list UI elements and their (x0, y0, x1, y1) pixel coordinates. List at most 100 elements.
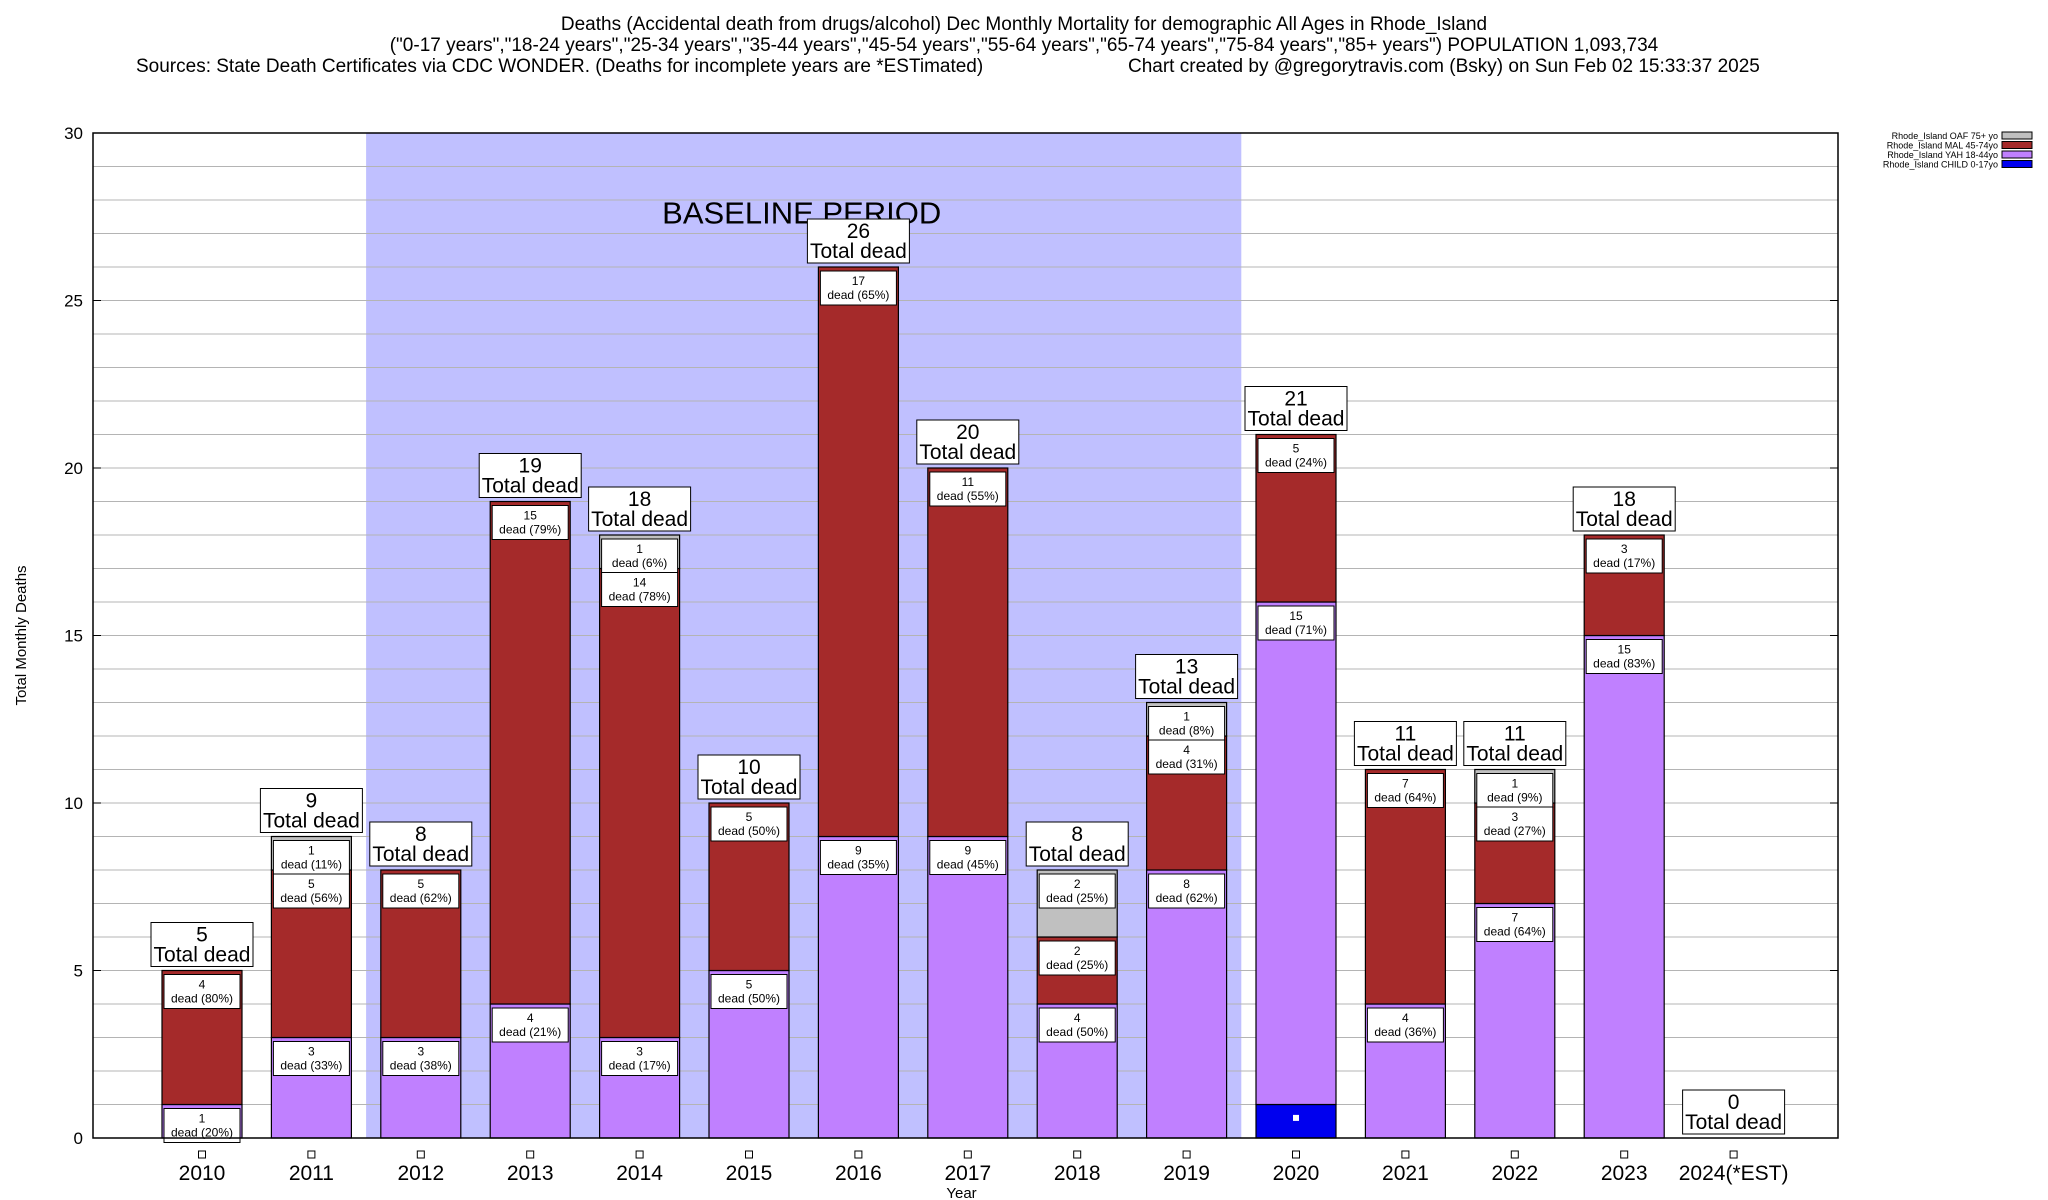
segment-label-count: 4 (1183, 743, 1190, 757)
segment-label-box (272, 1041, 350, 1076)
segment-label-count: 5 (746, 810, 753, 824)
total-label-text: Total dead (154, 944, 251, 967)
x-tick-label: 2012 (397, 1162, 444, 1185)
segment-label-box (1476, 806, 1554, 842)
segment-label-count: 5 (308, 877, 315, 891)
bar-segment-mal (489, 500, 571, 1005)
segment-label-percent: dead (17%) (1593, 556, 1655, 570)
segment-label-percent: dead (50%) (718, 992, 780, 1006)
segment-label-count: 9 (855, 844, 862, 858)
segment-label-box (601, 1041, 679, 1076)
total-label-text: Total dead (1029, 843, 1126, 866)
total-label-box (916, 419, 1020, 465)
bar-segment-yah (1255, 601, 1337, 1106)
total-label-text: Total dead (701, 776, 798, 799)
segment-label-percent: dead (45%) (937, 858, 999, 872)
total-label-text: Total dead (482, 475, 579, 498)
total-label-box (1135, 654, 1239, 699)
segment-label-count: 15 (1289, 609, 1303, 623)
segment-label-percent: dead (8%) (1159, 724, 1214, 738)
segment-label-count: 3 (308, 1045, 315, 1059)
total-label-box (806, 218, 910, 264)
legend-label: Rhode_Island OAF 75+ yo (1892, 131, 1998, 141)
segment-label-percent: dead (38%) (390, 1059, 452, 1073)
segment-label-percent: dead (9%) (1487, 791, 1542, 805)
segment-label-box (1585, 538, 1663, 574)
total-label-text: Total dead (591, 508, 688, 531)
total-label-text: Total dead (1248, 408, 1345, 431)
segment-label-box (382, 1041, 460, 1076)
segment-label-percent: dead (21%) (499, 1025, 561, 1039)
total-label-count: 9 (306, 790, 318, 813)
segment-label-percent: dead (6%) (612, 556, 667, 570)
segment-label-count: 2 (1074, 877, 1081, 891)
segment-label-percent: dead (78%) (609, 590, 671, 604)
segment-label-count: 1 (636, 542, 643, 556)
x-tick-marker (198, 1150, 206, 1159)
total-label-text: Total dead (263, 810, 360, 833)
x-tick-marker (416, 1150, 425, 1159)
segment-label-count: 5 (1293, 442, 1300, 456)
total-label-box (478, 453, 582, 498)
bar-segment-yah (1583, 634, 1665, 1139)
segment-label-count: 3 (1511, 810, 1518, 824)
segment-label-percent: dead (25%) (1046, 958, 1108, 972)
segment-label-box (601, 572, 679, 607)
x-tick-label: 2023 (1601, 1162, 1648, 1185)
segment-label-box (491, 1007, 569, 1043)
bar-segment-yah (1474, 902, 1556, 1139)
segment-label-count: 4 (527, 1011, 534, 1025)
y-tick-label: 15 (64, 627, 83, 646)
total-label-count: 21 (1284, 388, 1307, 411)
y-axis-title: Total Monthly Deaths (13, 565, 30, 705)
segment-label-percent: dead (79%) (499, 523, 561, 537)
x-tick-marker (1729, 1150, 1738, 1159)
x-tick-label: 2013 (507, 1162, 554, 1185)
segment-label-count: 15 (1618, 643, 1632, 657)
chart-subtitle: ("0-17 years","18-24 years","25-34 years… (389, 35, 1659, 56)
legend-swatch-yah (2001, 150, 2033, 159)
legend-swatch-child (2001, 160, 2033, 168)
bar-segment-mal (817, 266, 900, 838)
segment-label-percent: dead (65%) (827, 288, 889, 302)
x-tick-label: 2016 (835, 1162, 882, 1185)
segment-label-percent: dead (50%) (1046, 1025, 1108, 1039)
sources-note: Sources: State Death Certificates via CD… (136, 56, 984, 77)
segment-label-percent: dead (20%) (171, 1126, 233, 1140)
segment-label-box (382, 873, 460, 909)
segment-label-percent: dead (80%) (171, 992, 233, 1006)
x-tick-label: 2022 (1491, 1162, 1538, 1185)
x-tick-label: 2018 (1054, 1162, 1101, 1185)
x-tick-marker (745, 1150, 753, 1159)
total-label-count: 10 (737, 756, 760, 779)
segment-label-count: 3 (1621, 542, 1628, 556)
segment-label-count: 4 (1402, 1011, 1409, 1025)
segment-label-count: 3 (636, 1045, 643, 1059)
segment-label-percent: dead (25%) (1046, 891, 1108, 905)
segment-label-box (1366, 1007, 1444, 1043)
segment-label-count: 1 (308, 844, 315, 858)
total-label-count: 20 (956, 421, 979, 444)
segment-label-percent: dead (50%) (718, 824, 780, 838)
segment-label-percent: dead (83%) (1593, 657, 1655, 671)
total-label-text: Total dead (919, 441, 1016, 464)
segment-label-count: 14 (633, 576, 647, 590)
x-tick-label: 2014 (616, 1162, 663, 1185)
segment-label-box (1038, 940, 1116, 976)
x-tick-marker (854, 1150, 863, 1159)
bar-segment-mal (598, 567, 681, 1039)
total-label-count: 5 (196, 924, 208, 947)
segment-label-count: 11 (962, 475, 975, 489)
total-label-count: 8 (1071, 823, 1083, 846)
x-tick-label: 2024(*EST) (1679, 1162, 1789, 1185)
x-tick-label: 2010 (179, 1162, 226, 1185)
segment-label-box (272, 840, 350, 875)
x-tick-label: 2015 (726, 1162, 773, 1185)
x-tick-label: 2020 (1273, 1162, 1320, 1185)
segment-label-percent: dead (64%) (1484, 925, 1546, 939)
total-label-count: 11 (1504, 723, 1526, 746)
segment-label-percent: dead (55%) (937, 489, 999, 503)
segment-label-box (1148, 873, 1226, 909)
x-tick-marker (307, 1150, 316, 1159)
y-tick-label: 30 (64, 124, 83, 143)
